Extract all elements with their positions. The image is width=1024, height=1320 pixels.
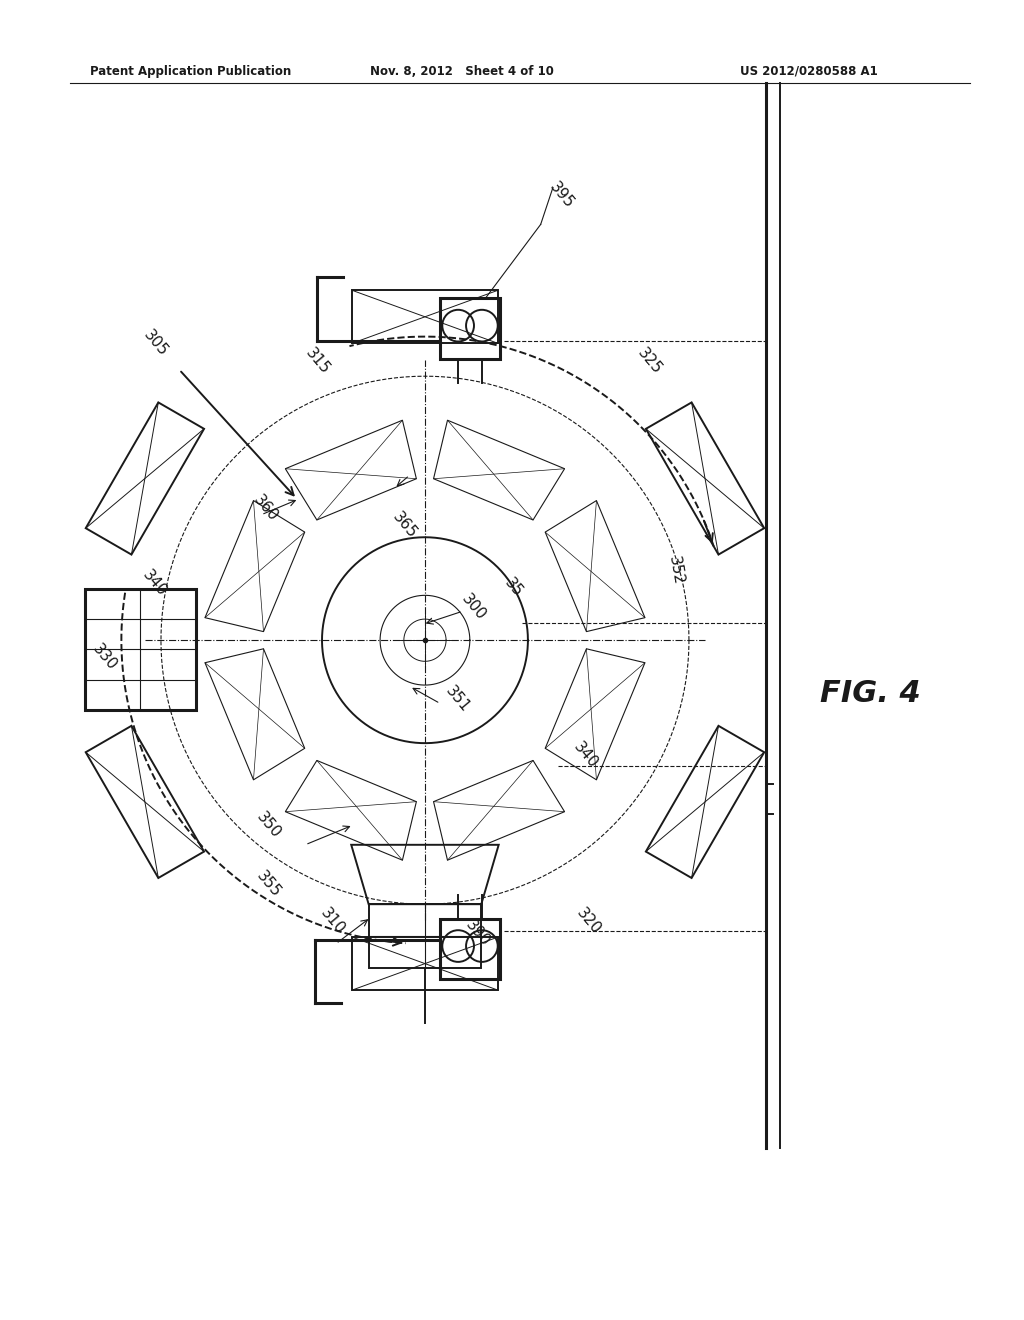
Text: Patent Application Publication: Patent Application Publication: [90, 65, 291, 78]
Text: 320: 320: [573, 906, 603, 937]
Text: 350: 350: [254, 809, 284, 841]
Text: 330: 330: [89, 642, 120, 673]
Text: FIG. 4: FIG. 4: [820, 678, 921, 708]
Text: 360: 360: [251, 492, 282, 524]
Text: 325: 325: [635, 346, 665, 378]
Text: 365: 365: [389, 510, 420, 541]
Text: 315: 315: [302, 346, 332, 378]
Text: US 2012/0280588 A1: US 2012/0280588 A1: [740, 65, 878, 78]
Text: 340: 340: [570, 739, 600, 771]
Bar: [440, 919, 500, 979]
Text: 300: 300: [459, 591, 488, 623]
Text: 35: 35: [502, 576, 525, 599]
Text: 355: 355: [254, 869, 284, 900]
Text: 352: 352: [666, 554, 685, 586]
Text: 351: 351: [442, 684, 472, 715]
Text: Nov. 8, 2012   Sheet 4 of 10: Nov. 8, 2012 Sheet 4 of 10: [370, 65, 554, 78]
Text: 305: 305: [140, 327, 170, 359]
Bar: [440, 298, 500, 359]
Text: 310: 310: [317, 906, 347, 937]
Text: 395: 395: [547, 180, 578, 211]
Bar: [85, 589, 196, 710]
Text: 340: 340: [139, 568, 169, 599]
Bar: [369, 904, 481, 968]
Text: 390: 390: [463, 917, 494, 949]
